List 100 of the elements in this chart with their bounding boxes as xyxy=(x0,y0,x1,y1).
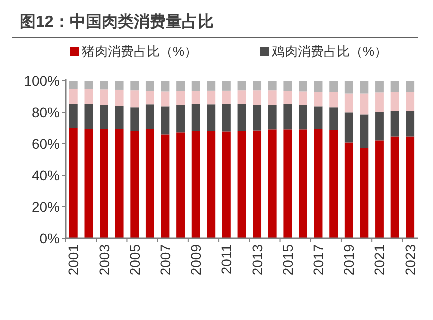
x-tick-label: 2019 xyxy=(341,244,358,276)
bar xyxy=(253,81,262,91)
bar xyxy=(84,81,94,90)
bar xyxy=(299,81,308,92)
bar xyxy=(192,131,200,238)
bar xyxy=(268,105,277,130)
bar xyxy=(115,90,124,106)
bar xyxy=(314,129,323,238)
x-tick-label: 2021 xyxy=(372,244,388,276)
bar xyxy=(406,136,415,238)
x-tick-label: 2001 xyxy=(66,244,82,276)
bar xyxy=(100,129,108,238)
x-tick-label: 2011 xyxy=(218,244,235,275)
bar xyxy=(115,81,124,90)
bar xyxy=(268,81,277,91)
bar xyxy=(253,90,262,106)
bar xyxy=(406,81,415,92)
x-tick-label: 2003 xyxy=(96,244,112,276)
y-tick-label: 80% xyxy=(32,104,60,120)
bar xyxy=(176,105,185,133)
bar xyxy=(238,90,246,104)
bar xyxy=(161,81,170,92)
bar xyxy=(69,128,78,238)
bar xyxy=(253,105,262,131)
bar xyxy=(207,131,216,238)
bar xyxy=(222,104,231,132)
bar xyxy=(314,106,323,130)
x-tick-label: 2007 xyxy=(157,244,174,276)
bar xyxy=(176,91,185,106)
bar xyxy=(146,91,154,105)
y-tick-label: 40% xyxy=(32,168,60,184)
bar xyxy=(130,131,140,238)
bar xyxy=(390,136,400,238)
bar xyxy=(299,105,308,130)
bar xyxy=(390,92,400,112)
bar xyxy=(360,81,369,94)
bar xyxy=(69,81,78,90)
bar xyxy=(176,81,185,92)
bar xyxy=(376,112,384,141)
bar xyxy=(376,92,384,112)
bar xyxy=(284,130,292,238)
bar xyxy=(238,104,246,132)
bar xyxy=(115,106,124,130)
bar xyxy=(100,81,108,90)
bar xyxy=(314,81,323,92)
bar xyxy=(146,104,154,130)
x-tick-label: 2017 xyxy=(310,244,327,276)
bar xyxy=(376,140,384,238)
x-tick-label: 2013 xyxy=(249,244,266,276)
bar xyxy=(238,81,246,91)
bar xyxy=(130,108,140,132)
bar xyxy=(344,112,354,143)
bar xyxy=(146,81,154,92)
legend-label: 猪肉消费占比（%） xyxy=(82,44,198,59)
bar xyxy=(192,81,200,92)
bar xyxy=(253,130,262,238)
bar xyxy=(314,92,323,107)
bar xyxy=(299,130,308,238)
bar xyxy=(100,90,108,106)
y-tick-label: 20% xyxy=(32,199,60,215)
bar xyxy=(406,111,415,137)
y-tick-label: 60% xyxy=(32,136,60,152)
bar xyxy=(161,106,170,135)
bar xyxy=(146,129,154,238)
bar xyxy=(406,92,415,112)
bar xyxy=(390,111,400,137)
bar xyxy=(360,114,369,148)
bar xyxy=(330,92,338,108)
x-tick-label: 2005 xyxy=(126,244,143,276)
bar xyxy=(222,132,231,238)
bar xyxy=(69,89,78,104)
y-tick-label: 0% xyxy=(40,230,60,246)
bar xyxy=(222,81,231,91)
bar xyxy=(130,81,140,91)
x-tick-label: 2009 xyxy=(188,244,204,276)
bar xyxy=(207,104,216,132)
bar xyxy=(69,104,78,128)
bar xyxy=(284,104,292,130)
bar xyxy=(330,130,338,238)
x-tick-label: 2015 xyxy=(280,244,296,276)
bar xyxy=(238,131,246,238)
bar xyxy=(390,81,400,92)
bar xyxy=(330,81,338,92)
bar xyxy=(376,81,384,93)
bar xyxy=(84,89,94,104)
bar xyxy=(360,94,369,115)
bar xyxy=(284,91,292,104)
bar xyxy=(192,91,200,104)
x-tick-label: 2023 xyxy=(402,244,418,276)
bar xyxy=(330,108,338,130)
bar xyxy=(268,130,277,238)
y-tick-label: 100% xyxy=(24,73,60,89)
chart-title: 图12：中国肉类消费量占比 xyxy=(20,13,214,31)
bar xyxy=(192,104,200,132)
bar xyxy=(84,104,94,130)
bar xyxy=(84,129,94,238)
bar xyxy=(299,92,308,106)
bar xyxy=(360,148,369,238)
bar xyxy=(161,134,170,238)
bar xyxy=(207,81,216,91)
